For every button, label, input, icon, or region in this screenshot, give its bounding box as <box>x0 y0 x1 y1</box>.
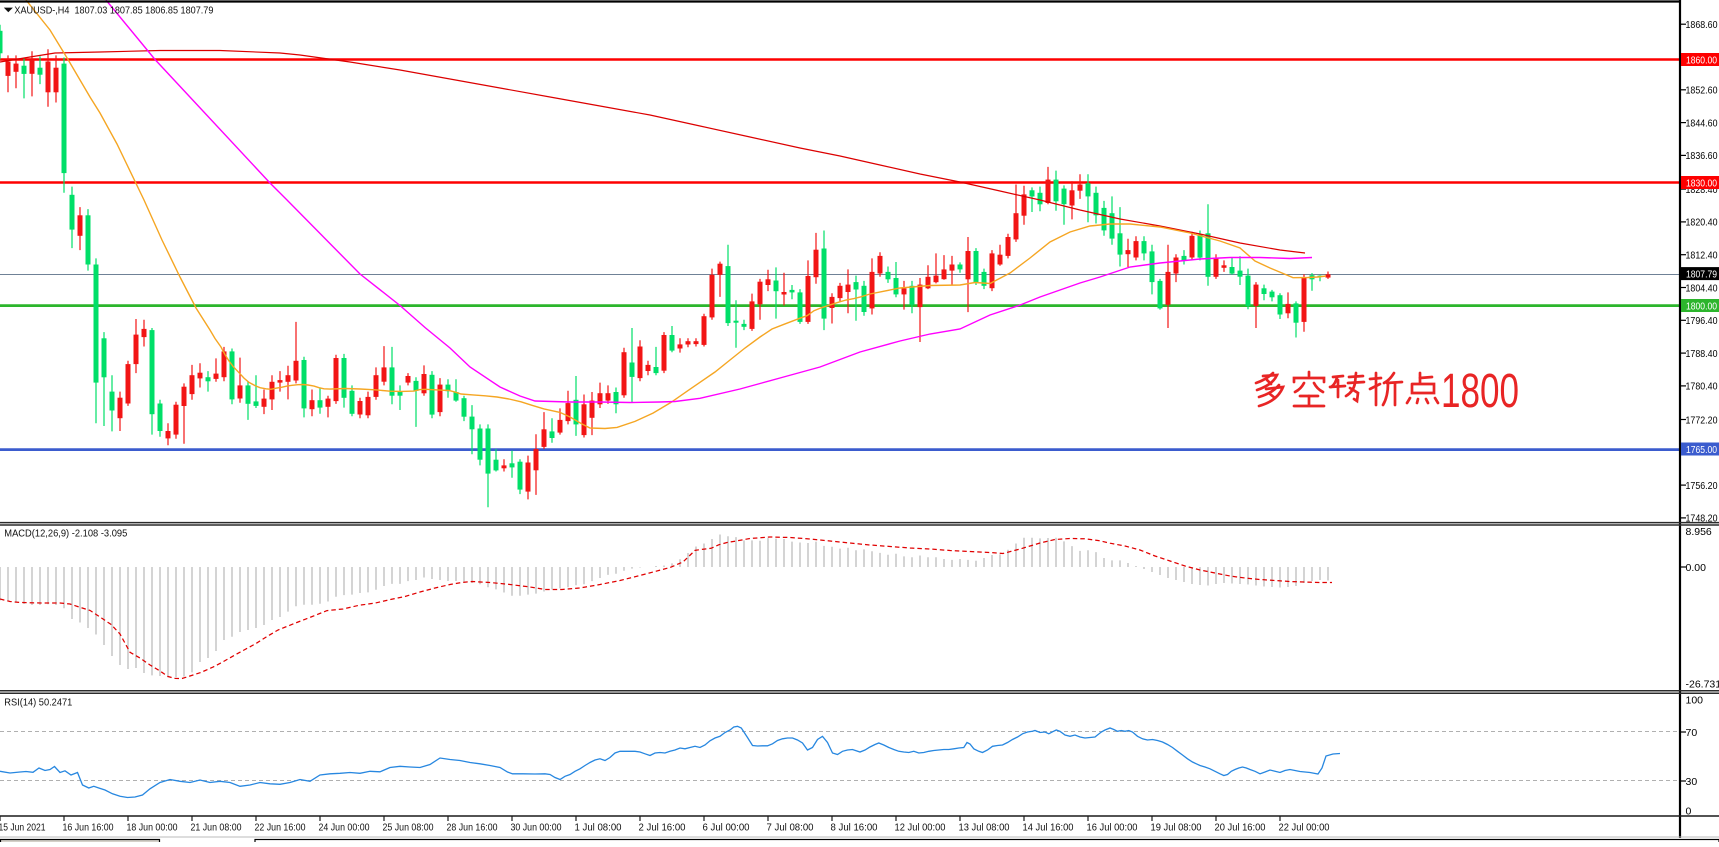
svg-text:1788.40: 1788.40 <box>1686 348 1718 360</box>
svg-text:1765.00: 1765.00 <box>1686 444 1717 456</box>
svg-text:28 Jun 16:00: 28 Jun 16:00 <box>447 822 498 834</box>
svg-text:15 Jun 2021: 15 Jun 2021 <box>0 822 46 834</box>
svg-text:25 Jun 08:00: 25 Jun 08:00 <box>383 822 434 834</box>
svg-text:12 Jul 00:00: 12 Jul 00:00 <box>895 822 946 834</box>
svg-text:8 Jul 16:00: 8 Jul 16:00 <box>831 822 878 834</box>
svg-text:100: 100 <box>1686 694 1704 706</box>
svg-text:19 Jul 08:00: 19 Jul 08:00 <box>1151 822 1202 834</box>
svg-text:1860.00: 1860.00 <box>1686 54 1717 66</box>
svg-text:13 Jul 08:00: 13 Jul 08:00 <box>959 822 1010 834</box>
svg-text:MACD(12,26,9) -2.108 -3.095: MACD(12,26,9) -2.108 -3.095 <box>4 528 127 540</box>
svg-text:20 Jul 16:00: 20 Jul 16:00 <box>1215 822 1266 834</box>
svg-text:1800.00: 1800.00 <box>1686 300 1717 312</box>
svg-text:18 Jun 00:00: 18 Jun 00:00 <box>127 822 178 834</box>
svg-text:16 Jul 00:00: 16 Jul 00:00 <box>1087 822 1138 834</box>
svg-text:24 Jun 00:00: 24 Jun 00:00 <box>319 822 370 834</box>
svg-text:1844.60: 1844.60 <box>1686 117 1718 129</box>
svg-text:16 Jun 16:00: 16 Jun 16:00 <box>63 822 114 834</box>
svg-text:1807.79: 1807.79 <box>1686 268 1717 280</box>
svg-text:8.956: 8.956 <box>1686 526 1712 538</box>
svg-text:1868.60: 1868.60 <box>1686 19 1718 31</box>
svg-text:-26.731: -26.731 <box>1686 679 1719 691</box>
svg-text:1836.60: 1836.60 <box>1686 150 1718 162</box>
svg-text:21 Jun 08:00: 21 Jun 08:00 <box>191 822 242 834</box>
svg-text:1748.20: 1748.20 <box>1686 513 1718 525</box>
svg-text:RSI(14) 50.2471: RSI(14) 50.2471 <box>4 697 72 709</box>
svg-text:1772.20: 1772.20 <box>1686 414 1718 426</box>
svg-text:1852.60: 1852.60 <box>1686 85 1718 97</box>
svg-text:6 Jul 00:00: 6 Jul 00:00 <box>703 822 750 834</box>
svg-text:22 Jul 00:00: 22 Jul 00:00 <box>1279 822 1330 834</box>
svg-text:1 Jul 08:00: 1 Jul 08:00 <box>575 822 622 834</box>
svg-text:1780.40: 1780.40 <box>1686 381 1718 393</box>
svg-text:1812.40: 1812.40 <box>1686 250 1718 262</box>
svg-text:70: 70 <box>1686 727 1698 739</box>
svg-text:1800: 1800 <box>1441 365 1519 418</box>
svg-text:1804.40: 1804.40 <box>1686 282 1718 294</box>
svg-text:7 Jul 08:00: 7 Jul 08:00 <box>767 822 814 834</box>
svg-text:1820.40: 1820.40 <box>1686 217 1718 229</box>
svg-text:0: 0 <box>1686 806 1692 818</box>
svg-text:2 Jul 16:00: 2 Jul 16:00 <box>639 822 686 834</box>
svg-text:1756.20: 1756.20 <box>1686 480 1718 492</box>
svg-text:1796.40: 1796.40 <box>1686 315 1718 327</box>
svg-text:30: 30 <box>1686 776 1698 788</box>
svg-text:22 Jun 16:00: 22 Jun 16:00 <box>255 822 306 834</box>
svg-text:30 Jun 00:00: 30 Jun 00:00 <box>511 822 562 834</box>
svg-text:14 Jul 16:00: 14 Jul 16:00 <box>1023 822 1074 834</box>
svg-text:1830.00: 1830.00 <box>1686 177 1717 189</box>
svg-text:0.00: 0.00 <box>1686 562 1707 574</box>
svg-text:XAUUSD-,H4 1807.03 1807.85 18: XAUUSD-,H4 1807.03 1807.85 1806.85 1807.… <box>14 5 213 17</box>
